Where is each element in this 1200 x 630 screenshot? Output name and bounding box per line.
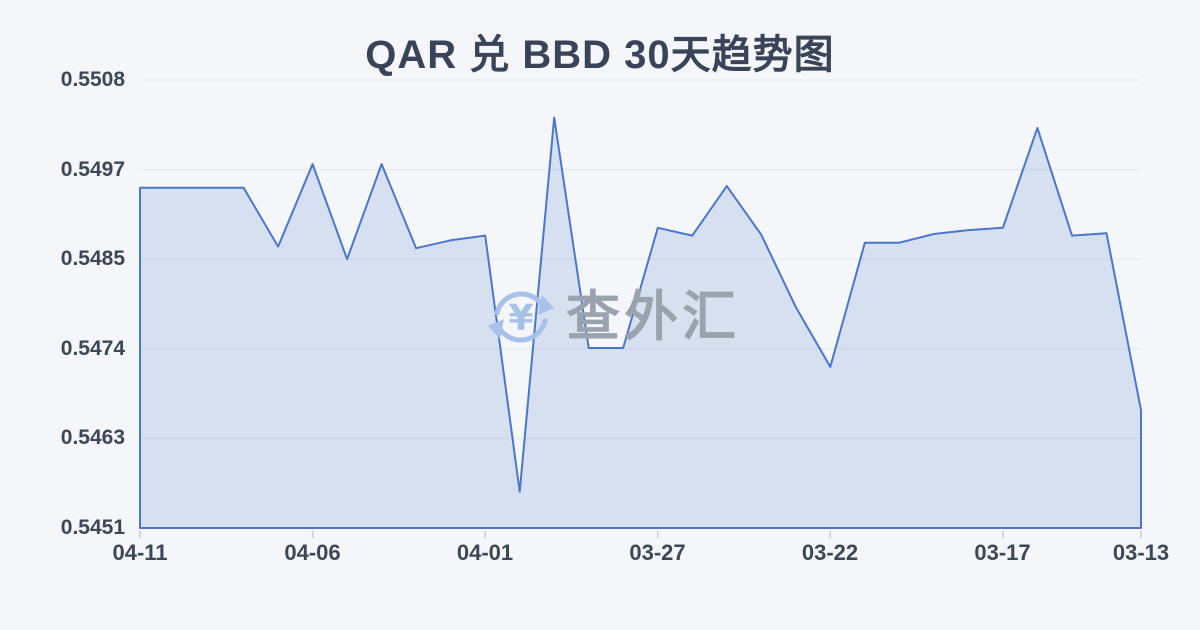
y-axis-label: 0.5508 <box>60 68 125 91</box>
y-axis-label: 0.5497 <box>60 158 125 181</box>
x-axis-label: 04-11 <box>112 540 168 565</box>
area-series <box>139 116 1142 529</box>
x-axis-label: 04-01 <box>456 540 514 565</box>
x-axis-label: 03-17 <box>974 540 1031 565</box>
chart-title: QAR 兑 BBD 30天趋势图 <box>365 33 835 77</box>
y-axis-label: 0.5451 <box>60 516 125 539</box>
x-axis-label: 04-06 <box>284 540 341 565</box>
x-axis-label: 03-27 <box>629 540 686 565</box>
x-axis-label: 03-13 <box>1112 540 1170 565</box>
y-axis-label: 0.5463 <box>60 426 125 449</box>
x-axis-ticks <box>139 531 1142 538</box>
y-axis-label: 0.5485 <box>60 247 125 270</box>
x-axis-label: 03-22 <box>801 540 859 565</box>
y-axis-label: 0.5474 <box>60 337 125 360</box>
